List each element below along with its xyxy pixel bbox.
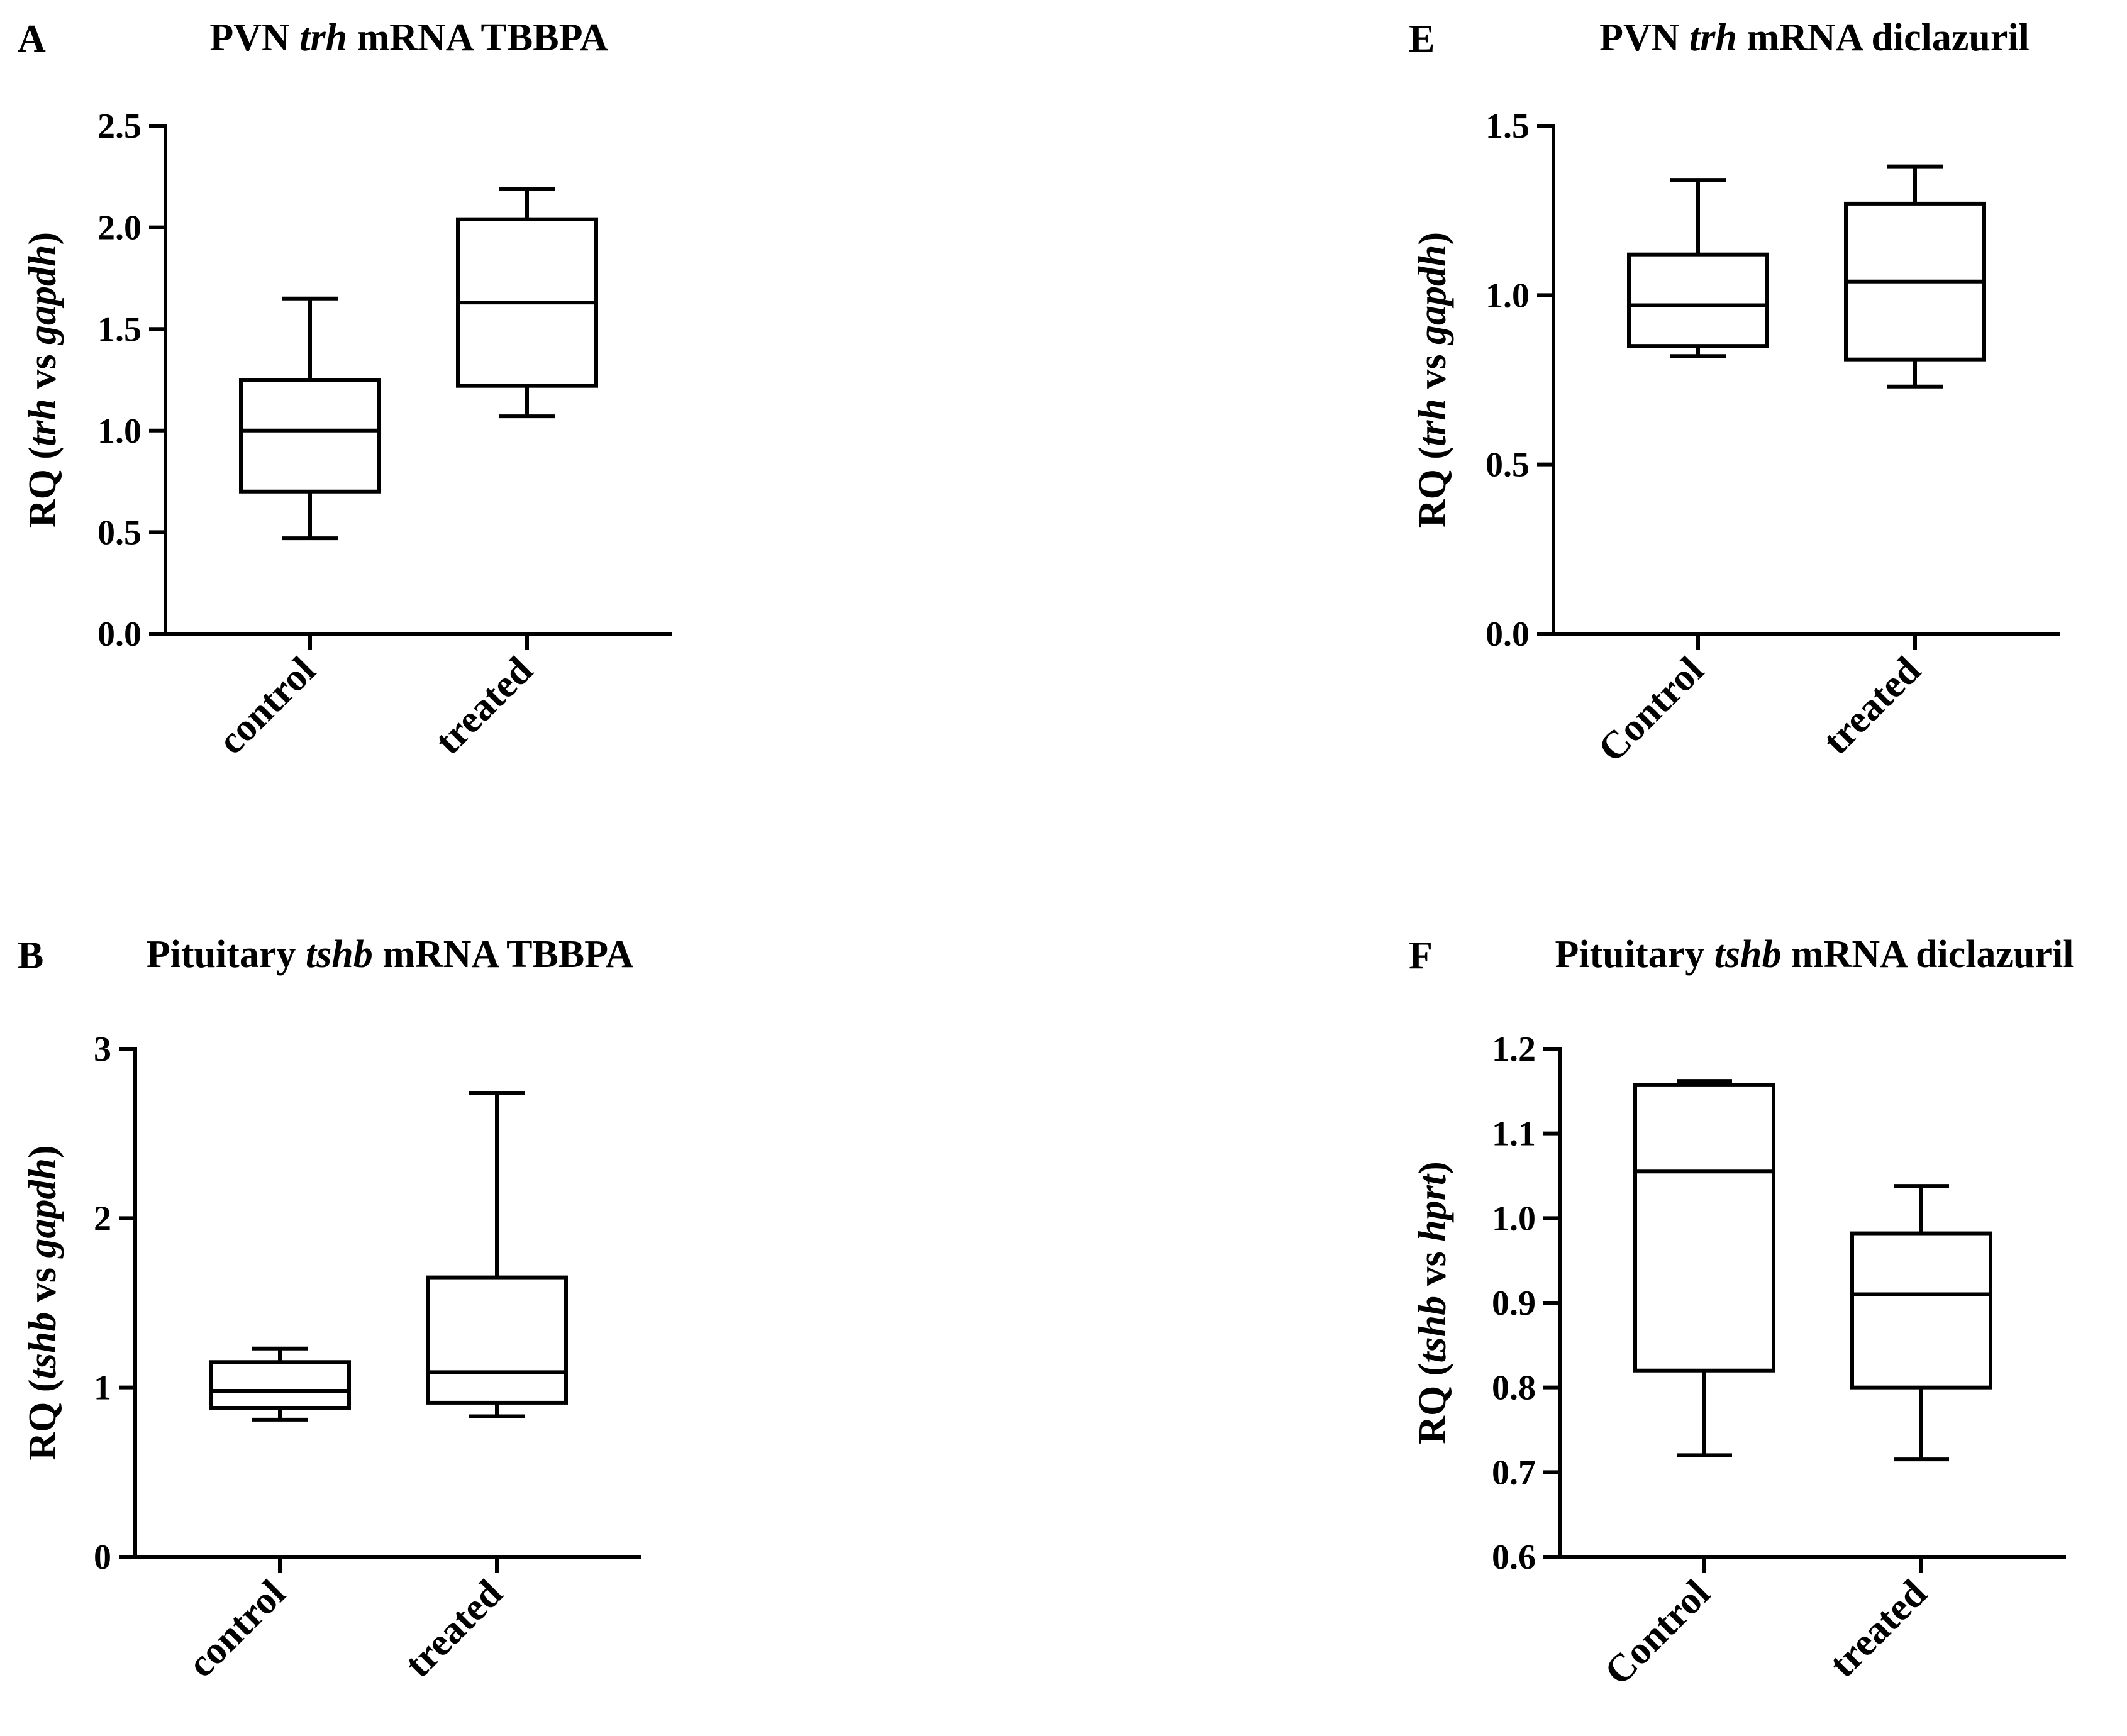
x-tick-label: treated (1815, 649, 1929, 763)
x-tick-label: control (210, 649, 324, 763)
box-iqr (209, 1360, 351, 1410)
y-tick-label: 0.5 (1486, 446, 1530, 485)
box-control (239, 296, 381, 541)
box-treated (1850, 1184, 1992, 1462)
y-axis-label-f: RQ (tshb vs hprt) (1411, 1161, 1454, 1444)
box-treated (1844, 164, 1986, 389)
x-tick-label: Control (1596, 1572, 1718, 1693)
y-tick-label: 0.5 (97, 513, 142, 552)
y-tick-label: 0.9 (1492, 1284, 1536, 1323)
y-tick-label: 1.0 (1486, 276, 1530, 315)
y-axis-label-a: RQ (trh vs gapdh) (21, 232, 64, 528)
box-control (209, 1346, 351, 1422)
y-tick-label: 0.7 (1492, 1453, 1536, 1492)
box-iqr (239, 378, 381, 494)
y-tick-label: 2 (94, 1199, 111, 1238)
x-tick-label: Control (1590, 649, 1711, 770)
chart-panel-b: B Pituitary tshb mRNA TBBPA RQ (tshb vs ga… (18, 933, 641, 1686)
box-iqr (1633, 1083, 1775, 1373)
box-control (1627, 178, 1769, 358)
y-tick-label: 0.6 (1492, 1538, 1536, 1577)
chart-title-b: Pituitary tshb mRNA TBBPA (147, 933, 634, 976)
y-tick-label: 1.0 (97, 412, 142, 451)
x-tick-label: control (180, 1572, 294, 1686)
chart-title-a: PVN trh mRNA TBBPA (209, 16, 608, 59)
x-tick-label: treated (1821, 1572, 1935, 1686)
chart-panel-f: F Pituitary tshb mRNA diclazuril RQ (tshb … (1409, 933, 2074, 1693)
y-tick-label: 1.5 (1486, 107, 1530, 146)
y-tick-label: 1 (94, 1369, 111, 1408)
y-tick-label: 0.8 (1492, 1369, 1536, 1408)
y-tick-label: 1.2 (1492, 1030, 1536, 1069)
box-treated (426, 1091, 568, 1418)
box-control (1633, 1079, 1775, 1457)
y-tick-label: 0.0 (97, 615, 142, 654)
y-axis-label-b: RQ (tshb vs gapdh) (21, 1145, 64, 1460)
y-tick-label: 1.0 (1492, 1199, 1536, 1238)
y-axis-label-e: RQ (trh vs gapdh) (1411, 232, 1454, 528)
chart-title-f: Pituitary tshb mRNA diclazuril (1555, 933, 2074, 976)
box-iqr (1850, 1231, 1992, 1390)
panel-letter-f: F (1409, 934, 1433, 977)
box-iqr (1627, 252, 1769, 348)
box-iqr (426, 1275, 568, 1405)
chart-panel-e: E PVN trh mRNA diclazuril RQ (trh vs gapdh… (1409, 16, 2060, 770)
box-treated (456, 187, 598, 419)
panel-letter-b: B (18, 934, 43, 977)
chart-title-e: PVN trh mRNA diclazuril (1599, 16, 2030, 59)
panel-letter-a: A (18, 18, 46, 60)
x-tick-label: treated (427, 649, 541, 763)
y-tick-label: 0.0 (1486, 615, 1530, 654)
y-tick-label: 2.0 (97, 209, 142, 248)
y-tick-label: 2.5 (97, 107, 142, 146)
y-tick-label: 1.5 (97, 310, 142, 349)
y-tick-label: 3 (94, 1030, 111, 1069)
x-tick-label: treated (397, 1572, 511, 1686)
y-tick-label: 0 (94, 1538, 111, 1577)
panel-letter-e: E (1409, 18, 1435, 60)
chart-panel-a: A PVN trh mRNA TBBPA RQ (trh vs gapdh) 0.0 0… (18, 16, 672, 763)
y-tick-label: 1.1 (1492, 1115, 1536, 1154)
